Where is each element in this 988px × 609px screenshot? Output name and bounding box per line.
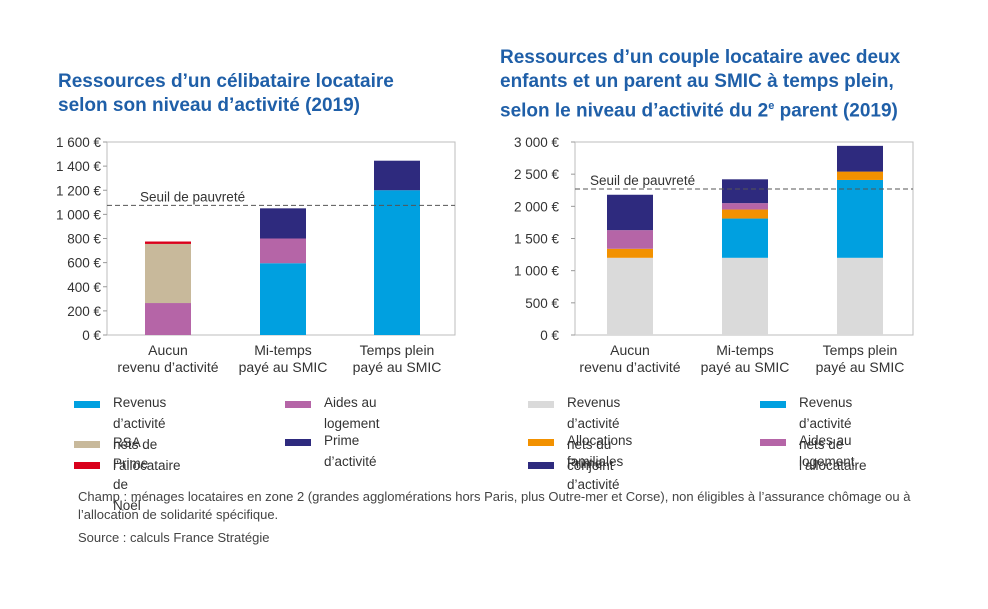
bar-segment	[145, 303, 191, 335]
y-tick-label: 2 500 €	[514, 167, 560, 182]
y-tick-label: 1 500 €	[514, 232, 560, 247]
legend-label: Aides au logement	[324, 395, 380, 431]
bar-segment	[722, 179, 768, 204]
legend-item: Revenus d’activité nets de l’allocataire	[760, 395, 867, 476]
legend-item: Aides au logement	[285, 395, 380, 434]
x-category-label: Mi-temps	[254, 342, 312, 358]
y-tick-label: 200 €	[67, 304, 101, 319]
chart-2-title-line-3: selon le niveau d’activité du 2	[500, 100, 769, 122]
y-tick-label: 0 €	[82, 328, 101, 343]
poverty-threshold-label: Seuil de pauvreté	[140, 189, 245, 204]
chart-1-title-line-2: selon son niveau d’activité (2019)	[58, 95, 360, 116]
x-category-label: Temps plein	[360, 342, 435, 358]
legend-item: Prime d’activité	[285, 433, 377, 472]
legend-label: Allocations familiales	[567, 433, 633, 469]
bar-segment	[607, 248, 653, 258]
chart-1-group: 0 € 200 € 400 € 600 € 800 € 1 000 € 1 200 € 1 4…	[56, 135, 456, 375]
x-category-label: Mi-temps	[716, 342, 774, 358]
y-tick-label: 800 €	[67, 232, 101, 247]
y-tick-label: 500 €	[525, 296, 559, 311]
legend-label: Prime d’activité	[324, 433, 377, 469]
x-category-label: Aucun	[610, 342, 650, 358]
x-category-label: payé au SMIC	[701, 359, 790, 375]
legend-item: Revenus d’activité nets du conjoint	[528, 395, 620, 476]
legend-swatch	[528, 462, 554, 469]
chart-1-title: Ressources d’un célibataire locataire se…	[58, 70, 458, 118]
bar-segment	[607, 194, 653, 231]
bar-segment	[374, 160, 420, 191]
legend-label: Revenus d’activité nets de l’allocataire	[113, 395, 181, 473]
legend-item: Aides au logement	[760, 433, 855, 472]
bar-segment	[145, 241, 191, 244]
chart-2-title: Ressources d’un couple locataire avec de…	[500, 46, 970, 123]
bar-segment	[722, 218, 768, 258]
y-tick-label: 0 €	[540, 328, 559, 343]
y-tick-label: 2 000 €	[514, 199, 560, 214]
bar-segment	[607, 230, 653, 249]
y-tick-label: 3 000 €	[514, 135, 560, 150]
bar-segment	[260, 263, 306, 335]
y-tick-label: 1 600 €	[56, 135, 102, 150]
y-tick-label: 600 €	[67, 256, 101, 271]
chart-2-title-superscript: e	[768, 100, 775, 112]
bar-segment	[837, 179, 883, 258]
legend-item: Prime de Noël	[74, 456, 148, 516]
y-tick-label: 1 000 €	[514, 264, 560, 279]
x-category-label: revenu d’activité	[117, 359, 218, 375]
legend-swatch	[760, 401, 786, 408]
legend-label: Revenus d’activité nets du conjoint	[567, 395, 621, 473]
legend-label: Aides au logement	[799, 433, 855, 469]
legend-swatch	[285, 401, 311, 408]
bar-segment	[722, 257, 768, 335]
legend-label: Prime d’activité	[567, 456, 620, 492]
bar-segment	[145, 243, 191, 304]
legend-swatch	[528, 439, 554, 446]
x-category-label: payé au SMIC	[239, 359, 328, 375]
y-tick-label: 1 000 €	[56, 207, 102, 222]
bar-segment	[837, 171, 883, 180]
legend-item: RSA	[74, 435, 141, 453]
y-tick-label: 1 400 €	[56, 159, 102, 174]
legend-label: Prime de Noël	[113, 456, 149, 513]
legend-label: RSA	[113, 435, 141, 450]
chart-2-title-line-3-end: parent (2019)	[774, 100, 898, 122]
legend-item: Allocations familiales	[528, 433, 632, 472]
x-category-label: revenu d’activité	[579, 359, 680, 375]
bar-segment	[260, 208, 306, 239]
legend-label: Revenus d’activité nets de l’allocataire	[799, 395, 867, 473]
legend-swatch	[285, 439, 311, 446]
legend-swatch	[74, 462, 100, 469]
poverty-threshold-label: Seuil de pauvreté	[590, 173, 695, 188]
x-category-label: payé au SMIC	[816, 359, 905, 375]
chart-2-title-line-2: enfants et un parent au SMIC à temps ple…	[500, 71, 894, 92]
bar-segment	[374, 190, 420, 335]
bar-segment	[607, 257, 653, 335]
champ-note: Champ : ménages locataires en zone 2 (gr…	[78, 489, 911, 522]
legend-item: Prime d’activité	[528, 456, 620, 495]
chart-1-title-line-1: Ressources d’un célibataire locataire	[58, 71, 394, 92]
legend-item: Revenus d’activité nets de l’allocataire	[74, 395, 181, 476]
bar-segment	[837, 257, 883, 335]
legend-swatch	[74, 401, 100, 408]
bar-segment	[722, 209, 768, 219]
bar-segment	[722, 203, 768, 210]
x-category-label: Aucun	[148, 342, 188, 358]
source-note: Source : calculs France Stratégie	[78, 530, 270, 545]
bar-segment	[260, 238, 306, 264]
chart-2-group: 0 € 500 € 1 000 € 1 500 € 2 000 € 2 500 € 3 00…	[514, 135, 914, 375]
legend-swatch	[74, 441, 100, 448]
legend-swatch	[528, 401, 554, 408]
bar-segment	[837, 145, 883, 172]
y-tick-label: 400 €	[67, 280, 101, 295]
x-category-label: payé au SMIC	[353, 359, 442, 375]
y-tick-label: 1 200 €	[56, 183, 102, 198]
legend-swatch	[760, 439, 786, 446]
x-category-label: Temps plein	[823, 342, 898, 358]
chart-2-title-line-1: Ressources d’un couple locataire avec de…	[500, 47, 901, 68]
